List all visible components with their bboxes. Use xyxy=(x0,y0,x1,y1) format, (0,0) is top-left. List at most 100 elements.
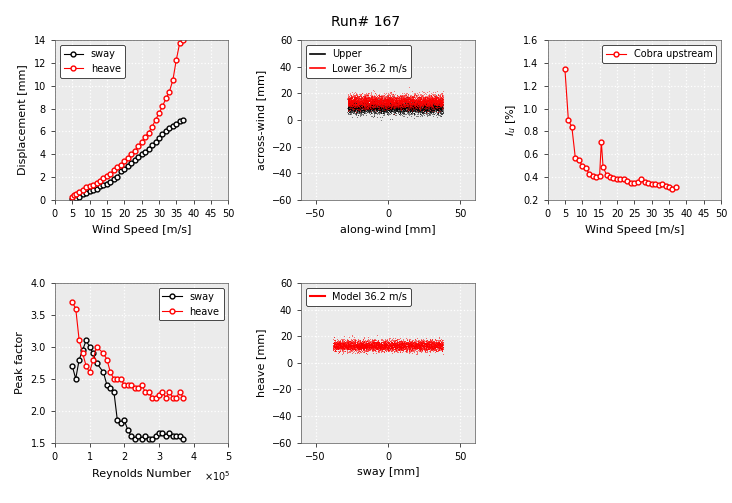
Point xyxy=(408,99,419,107)
Point xyxy=(346,99,357,107)
Point xyxy=(353,102,365,110)
Point xyxy=(388,105,400,113)
Point xyxy=(351,97,362,105)
Point xyxy=(425,344,436,352)
Point xyxy=(388,108,400,116)
Point xyxy=(356,343,367,351)
Point xyxy=(422,341,434,349)
Point xyxy=(394,100,406,108)
Point xyxy=(374,99,386,107)
Point xyxy=(381,99,392,107)
Point xyxy=(355,102,367,110)
Point xyxy=(365,99,377,107)
Point xyxy=(433,98,444,106)
Point xyxy=(365,104,377,112)
Point xyxy=(414,101,425,109)
Point xyxy=(437,98,449,106)
Point xyxy=(394,341,406,349)
Point xyxy=(419,99,430,107)
Point xyxy=(417,97,428,105)
Point xyxy=(434,100,446,108)
Point xyxy=(353,97,365,105)
Point xyxy=(419,98,430,106)
Point xyxy=(382,94,394,102)
Point xyxy=(373,102,385,110)
Point xyxy=(410,97,422,105)
Point xyxy=(399,96,411,104)
Point xyxy=(407,345,419,353)
Point xyxy=(430,104,442,112)
Point xyxy=(346,100,358,108)
Point xyxy=(430,342,442,350)
Point xyxy=(401,102,413,110)
Point xyxy=(392,98,403,106)
Point xyxy=(398,341,410,349)
Point xyxy=(334,338,346,346)
Point xyxy=(340,342,351,350)
Point xyxy=(389,344,401,352)
Point xyxy=(435,95,447,103)
Point xyxy=(409,106,421,114)
Point xyxy=(383,101,395,109)
Point xyxy=(377,94,389,102)
Point xyxy=(420,98,432,106)
Point xyxy=(339,338,351,346)
Point xyxy=(373,343,384,351)
Point xyxy=(346,341,357,349)
Point xyxy=(423,98,435,106)
Point xyxy=(346,339,357,347)
heave xyxy=(172,57,181,63)
Point xyxy=(344,339,356,347)
Point xyxy=(344,94,356,102)
Point xyxy=(388,343,400,351)
Point xyxy=(386,103,397,111)
Point xyxy=(430,96,442,104)
Point xyxy=(391,99,403,107)
Point xyxy=(406,344,418,352)
Point xyxy=(410,345,422,353)
Point xyxy=(418,339,430,347)
Point xyxy=(386,342,398,350)
Point xyxy=(381,342,392,350)
Point xyxy=(422,107,433,115)
Point xyxy=(432,95,444,103)
Point xyxy=(369,95,381,103)
Point xyxy=(369,342,381,350)
Point xyxy=(386,341,398,349)
Point xyxy=(347,339,359,347)
Point xyxy=(353,102,365,110)
Point xyxy=(389,343,401,351)
Point xyxy=(427,102,438,110)
Point xyxy=(344,101,356,109)
Point xyxy=(354,92,365,100)
Point xyxy=(348,105,359,113)
Point xyxy=(356,102,367,110)
Point xyxy=(408,96,420,104)
Point xyxy=(436,105,447,113)
Point xyxy=(355,346,367,354)
Point xyxy=(337,344,349,352)
Point xyxy=(433,333,445,341)
Point xyxy=(365,106,376,114)
Point xyxy=(358,102,370,110)
Point xyxy=(397,101,409,109)
Point xyxy=(358,336,370,344)
Point xyxy=(424,105,436,113)
Point xyxy=(411,342,423,350)
Point xyxy=(386,100,398,108)
Point xyxy=(380,342,392,350)
Point xyxy=(417,341,429,349)
Point xyxy=(378,102,390,110)
Point xyxy=(395,344,406,352)
Point xyxy=(384,108,396,116)
Point xyxy=(336,336,348,344)
Point xyxy=(367,104,379,112)
Point xyxy=(417,99,429,107)
Point xyxy=(361,339,373,347)
Point xyxy=(436,99,447,107)
Point xyxy=(433,104,444,112)
Point xyxy=(389,102,401,110)
Point xyxy=(426,100,438,108)
Point xyxy=(402,104,414,112)
Point xyxy=(403,99,415,107)
